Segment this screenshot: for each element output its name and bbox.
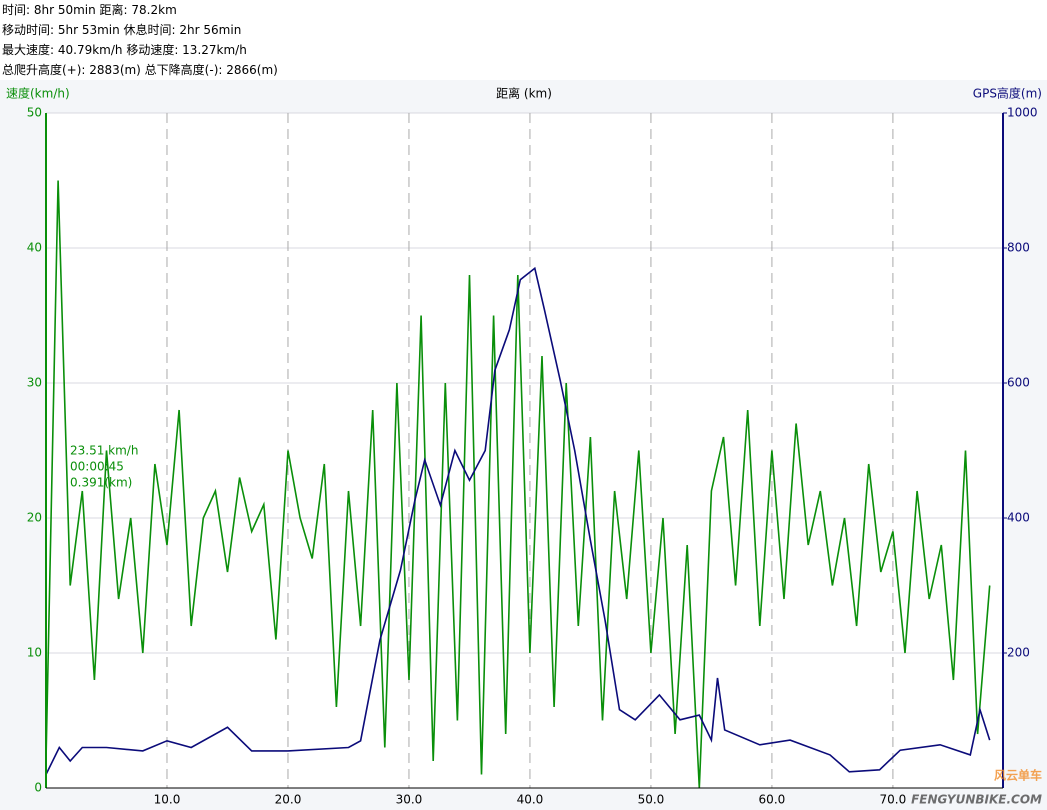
x-tick-label: 30.0 [396,793,423,807]
series-line [45,266,991,775]
y-tick-label: 30 [27,376,42,390]
y-tick-label: 40 [27,241,42,255]
summary-line: 最大速度: 40.79km/h 移动速度: 13.27km/h [2,43,247,57]
y-tick-label: 10 [27,646,42,660]
series-line [45,180,991,789]
y-tick-label: 50 [27,106,42,120]
watermark: FENGYUNBIKE.COM [911,793,1042,807]
watermark: 风云单车 [994,768,1042,783]
y2-axis-label: GPS高度(m) [973,86,1042,101]
summary: 时间: 8hr 50min 距离: 78.2km 移动时间: 5hr 53min … [2,0,278,80]
y2-tick-label: 600 [1007,376,1030,390]
summary-line: 总爬升高度(+): 2883(m) 总下降高度(-): 2866(m) [2,63,278,77]
summary-line: 时间: 8hr 50min 距离: 78.2km [2,3,177,17]
y2-tick-label: 400 [1007,511,1030,525]
cursor-annotation: 23.51 km/h [70,444,138,458]
x-tick-label: 70.0 [880,793,907,807]
y-tick-label: 0 [34,781,42,795]
y2-tick-label: 1000 [1007,106,1038,120]
x-tick-label: 20.0 [275,793,302,807]
x-tick-label: 60.0 [759,793,786,807]
x-tick-label: 10.0 [154,793,181,807]
y-tick-label: 20 [27,511,42,525]
cursor-annotation: 00:00:45 [70,460,124,474]
y2-tick-label: 800 [1007,241,1030,255]
plot-area [46,113,1003,788]
x-tick-label: 40.0 [517,793,544,807]
summary-line: 移动时间: 5hr 53min 休息时间: 2hr 56min [2,23,242,37]
cursor-annotation: 0.391(km) [70,476,132,490]
y-axis-label: 速度(km/h) [6,86,70,101]
y2-tick-label: 200 [1007,646,1030,660]
x-tick-label: 50.0 [638,793,665,807]
x-axis-label: 距离 (km) [496,86,552,101]
